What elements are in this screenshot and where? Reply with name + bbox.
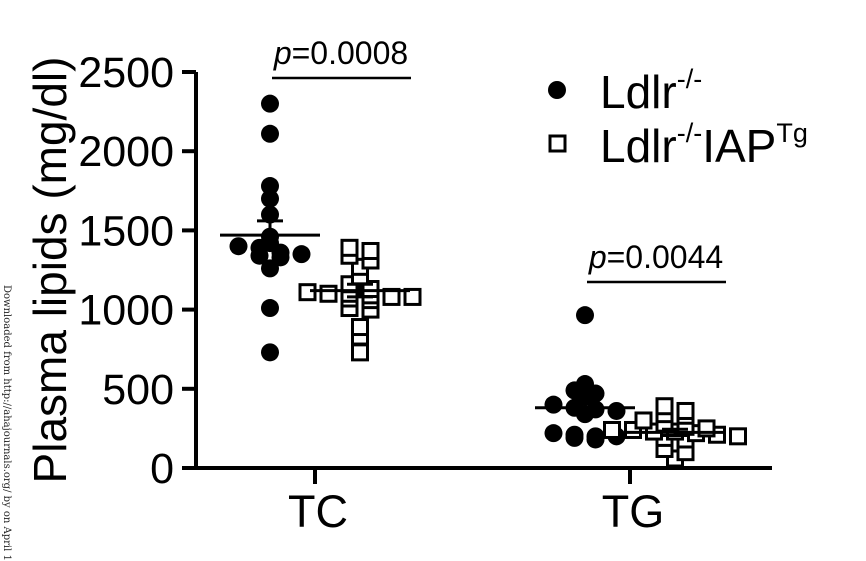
data-point bbox=[340, 238, 359, 257]
data-point bbox=[261, 189, 279, 208]
y-tick-label: 2000 bbox=[78, 128, 174, 176]
legend-label-ldlr-iap: Ldlr-/-IAPTg bbox=[600, 118, 808, 172]
legend-marker-ldlr-iap bbox=[548, 134, 567, 153]
p-value: =0.0008 bbox=[292, 35, 409, 71]
p-value-label: p=0.0044 bbox=[588, 239, 723, 275]
x-tick-label-tc: TC bbox=[288, 486, 348, 537]
data-point bbox=[351, 318, 369, 337]
data-point bbox=[319, 284, 338, 303]
p-symbol: p bbox=[273, 35, 292, 71]
data-point bbox=[261, 177, 279, 196]
legend-text: Ldlr bbox=[600, 66, 677, 118]
data-point bbox=[729, 427, 747, 446]
data-point bbox=[261, 94, 279, 113]
data-point bbox=[229, 237, 248, 256]
legend-label-ldlr: Ldlr-/- bbox=[600, 64, 702, 118]
data-point bbox=[565, 425, 584, 444]
p-value-label: p=0.0008 bbox=[273, 35, 408, 71]
y-tick-label: 1500 bbox=[78, 207, 174, 255]
legend: Ldlr-/-Ldlr-/-IAPTg bbox=[548, 64, 808, 172]
data-point bbox=[576, 375, 594, 394]
y-axis-label: Plasma lipids (mg/dl) bbox=[24, 57, 76, 484]
legend-text: Ldlr bbox=[600, 120, 677, 172]
data-point bbox=[576, 306, 594, 325]
legend-superscript: -/- bbox=[677, 118, 702, 148]
data-point bbox=[261, 343, 279, 362]
legend-superscript: Tg bbox=[776, 118, 808, 148]
y-tick-label: 1000 bbox=[78, 287, 174, 335]
data-point bbox=[676, 401, 695, 420]
data-point bbox=[655, 397, 674, 416]
legend-superscript: -/- bbox=[677, 64, 702, 94]
watermark: Downloaded from http://ahajournals.org/ … bbox=[1, 285, 12, 561]
data-point bbox=[292, 245, 311, 264]
p-value: =0.0044 bbox=[607, 239, 724, 275]
data-point bbox=[544, 424, 563, 443]
y-tick-label: 2500 bbox=[78, 49, 174, 97]
data-point bbox=[298, 283, 317, 302]
data-point bbox=[261, 205, 279, 224]
legend-marker-ldlr bbox=[548, 81, 566, 99]
data-point bbox=[586, 427, 605, 446]
data-points bbox=[220, 94, 747, 468]
y-tick-label: 500 bbox=[102, 366, 174, 414]
data-point bbox=[261, 124, 279, 143]
y-tick-label: 0 bbox=[150, 445, 174, 493]
x-tick-label-tg: TG bbox=[602, 486, 665, 537]
data-point bbox=[634, 411, 653, 430]
data-point bbox=[544, 395, 563, 414]
data-point bbox=[351, 343, 369, 362]
data-point bbox=[361, 241, 380, 260]
data-point bbox=[261, 299, 279, 318]
data-point bbox=[607, 401, 626, 420]
data-point bbox=[603, 420, 621, 439]
data-point bbox=[403, 287, 422, 306]
legend-text: IAP bbox=[702, 120, 776, 172]
p-symbol: p bbox=[588, 239, 607, 275]
